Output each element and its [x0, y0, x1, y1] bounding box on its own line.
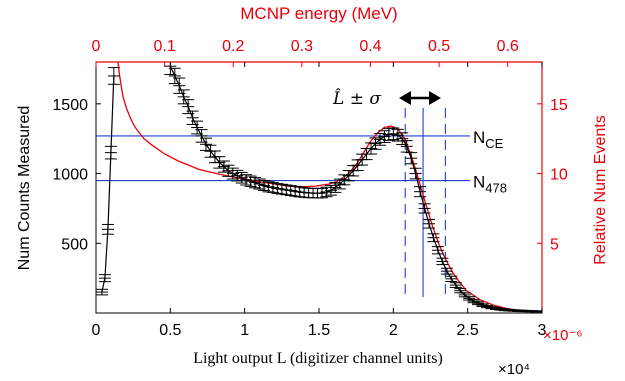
data-point	[104, 145, 117, 160]
double-arrow-icon	[399, 91, 441, 105]
data-point	[107, 67, 120, 85]
data-point	[449, 282, 462, 288]
measured-series	[95, 61, 543, 313]
top-tick-label: 0.4	[359, 38, 381, 55]
right-tick-label: 5	[550, 236, 559, 253]
left-axis-label: Num Counts Measured	[16, 106, 33, 271]
data-point	[405, 152, 418, 165]
x-tick-label: 2	[389, 322, 398, 339]
x-tick-label: 1	[240, 322, 249, 339]
data-point	[101, 223, 114, 235]
y-tick-label: 500	[61, 236, 88, 253]
data-point	[414, 186, 427, 198]
right-axis-multiplier: ×10⁻⁶	[543, 327, 583, 344]
data-point	[454, 288, 467, 294]
data-point	[409, 167, 422, 180]
bottom-axis-multiplier: ×10⁴	[498, 361, 530, 378]
x-tick-label: 1.5	[308, 322, 330, 339]
hline-label-478: N478	[473, 173, 507, 196]
x-tick-label: 0.5	[159, 322, 181, 339]
data-point	[530, 310, 543, 313]
hline-label-ce: NCE	[473, 128, 504, 151]
reference-lines: NCE N478	[96, 108, 507, 297]
data-point	[436, 257, 449, 266]
data-point	[431, 246, 444, 255]
y-tick-label: 1000	[52, 167, 88, 184]
data-point	[423, 218, 436, 229]
ticks: 0 0.5 1 1.5 2 2.5 3 500 1000 1500 0 0.1 0.2 0.3 0.4 0.5…	[52, 38, 567, 339]
y-tick-label: 1500	[52, 97, 88, 114]
right-axis-label: Relative Num Events	[592, 115, 609, 264]
data-point	[440, 267, 453, 275]
top-tick-label: 0	[92, 38, 101, 55]
data-point	[427, 233, 440, 243]
top-tick-label: 0.5	[428, 38, 450, 55]
uncertainty-annotation: L̂ ± σ	[332, 89, 381, 109]
top-tick-label: 0.3	[291, 38, 313, 55]
data-point	[445, 275, 458, 282]
top-tick-label: 0.1	[153, 38, 175, 55]
data-point	[200, 137, 213, 151]
top-axis-label: MCNP energy (MeV)	[240, 4, 397, 23]
data-point	[418, 203, 431, 214]
x-tick-label: 2.5	[457, 322, 479, 339]
measured-curve-rise	[101, 75, 115, 293]
top-tick-label: 0.2	[222, 38, 244, 55]
x-tick-label: 3	[538, 322, 547, 339]
data-point	[95, 288, 108, 296]
right-tick-label: 10	[550, 167, 568, 184]
x-tick-label: 0	[92, 322, 101, 339]
bottom-axis-label: Light output L (digitizer channel units)	[193, 350, 443, 367]
data-point	[98, 274, 111, 283]
right-tick-label: 15	[550, 97, 568, 114]
top-tick-label: 0.6	[497, 38, 519, 55]
data-point	[400, 140, 413, 153]
